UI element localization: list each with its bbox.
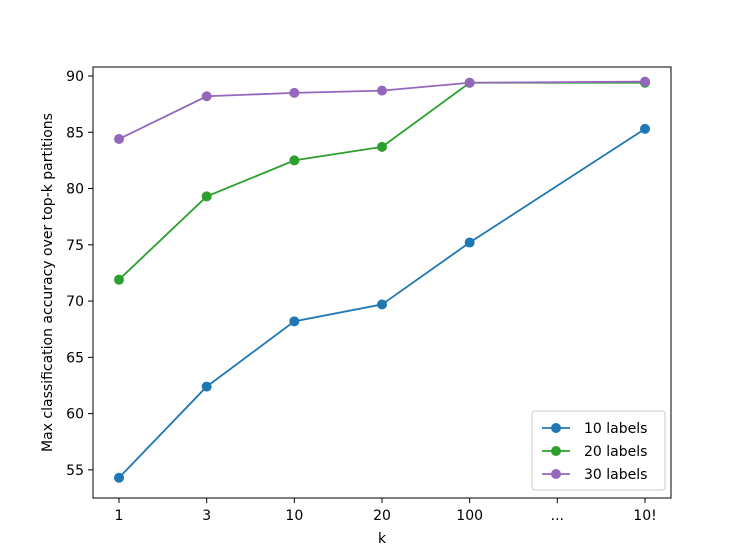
data-point — [377, 85, 387, 96]
data-point — [377, 299, 387, 310]
data-point — [201, 91, 212, 102]
x-axis-label: k — [378, 531, 387, 547]
data-point — [114, 274, 124, 285]
x-tick-label: 3 — [202, 508, 211, 524]
y-tick-label: 55 — [66, 463, 84, 479]
x-tick-label: 10! — [633, 508, 656, 524]
legend-label: 30 labels — [584, 467, 647, 483]
data-point — [640, 76, 650, 87]
data-point — [464, 77, 475, 88]
data-point — [464, 237, 475, 248]
data-point — [201, 381, 212, 392]
legend-label: 20 labels — [584, 444, 647, 460]
y-tick-label: 80 — [66, 182, 84, 198]
data-point — [289, 155, 300, 166]
x-tick-label: 100 — [456, 508, 483, 524]
data-point — [201, 191, 212, 202]
legend-marker — [551, 469, 561, 479]
legend-label: 10 labels — [584, 421, 647, 437]
data-point — [114, 472, 124, 483]
y-tick-label: 65 — [66, 350, 84, 366]
data-point — [114, 134, 124, 145]
x-tick-label: 1 — [115, 508, 124, 524]
y-tick-label: 90 — [66, 69, 84, 85]
x-tick-label: 10 — [285, 508, 303, 524]
x-tick-label: 20 — [373, 508, 391, 524]
legend-marker — [551, 423, 561, 433]
series-line-10-labels — [118, 128, 646, 479]
y-tick-label: 85 — [66, 125, 84, 141]
y-tick-label: 60 — [66, 407, 84, 423]
y-axis-label: Max classification accuracy over top-k p… — [40, 113, 56, 452]
data-point — [640, 123, 650, 134]
legend-marker — [551, 446, 561, 456]
data-point — [289, 87, 300, 98]
series-line-30-labels — [118, 80, 646, 140]
legend: 10 labels 20 labels 30 labels — [531, 410, 666, 491]
legend-box — [531, 410, 666, 491]
y-tick-label: 75 — [66, 238, 84, 254]
series-line-20-labels — [118, 81, 645, 281]
data-point — [377, 141, 387, 152]
x-tick-label: ... — [551, 508, 564, 524]
data-point — [289, 316, 300, 327]
y-tick-label: 70 — [66, 294, 84, 310]
